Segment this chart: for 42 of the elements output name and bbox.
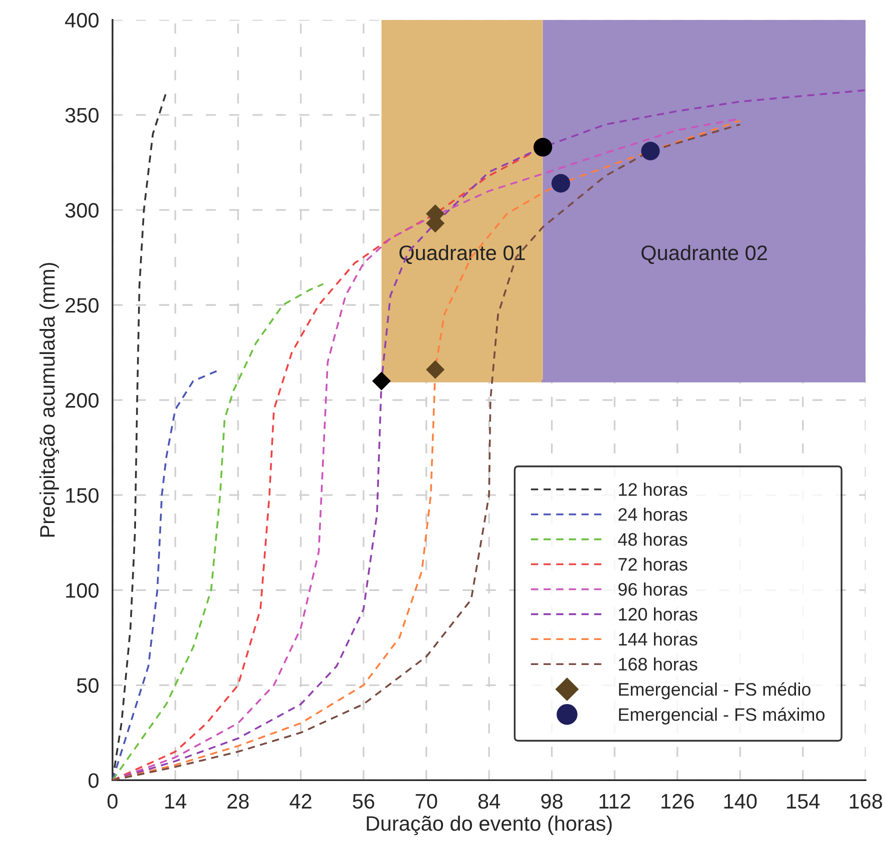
x-tick-label: 84	[478, 794, 500, 809]
legend-label: 120 horas	[618, 607, 698, 621]
point	[641, 142, 660, 160]
point	[426, 360, 445, 379]
legend-label: 72 horas	[618, 558, 688, 571]
legend-label: Emergencial - FS médio	[619, 682, 811, 700]
legend-label: 168 horas	[618, 657, 698, 671]
y-tick-label: 350	[65, 108, 99, 123]
x-tick-label: 56	[352, 794, 374, 809]
legend-label: 24 horas	[618, 508, 688, 521]
x-tick-label: 140	[724, 794, 757, 809]
x-tick-label: 168	[850, 794, 882, 809]
annotation: Quadrante 02	[642, 244, 767, 264]
x-tick-label: 42	[290, 794, 312, 808]
x-axis-title: Duração do evento (horas)	[366, 816, 612, 836]
legend-label: 144 horas	[618, 632, 698, 646]
line-series	[112, 283, 324, 780]
x-tick-label: 0	[108, 794, 118, 809]
x-tick-label: 154	[787, 794, 820, 809]
y-axis-title: Precipitação acumulada (mm)	[40, 262, 60, 537]
legend-label: 96 horas	[618, 582, 688, 596]
x-tick-label: 112	[600, 794, 630, 808]
x-tick-label: 70	[416, 794, 438, 809]
legend-label: Emergencial - FS máximo	[619, 707, 825, 724]
x-tick-label: 126	[662, 794, 694, 809]
x-tick-label: 28	[228, 794, 249, 809]
x-tick-label: 98	[541, 794, 563, 809]
legend-label: 12 horas	[618, 482, 688, 496]
point	[534, 138, 552, 157]
y-tick-label: 200	[66, 393, 99, 408]
y-tick-label: 150	[66, 488, 99, 503]
x-tick-label: 14	[165, 794, 186, 808]
y-tick-label: 100	[66, 583, 99, 598]
y-tick-label: 50	[76, 678, 99, 693]
y-tick-label: 400	[65, 12, 99, 28]
y-tick-label: 0	[88, 773, 99, 788]
y-tick-label: 250	[66, 298, 99, 313]
annotation: Quadrante 01	[399, 244, 525, 264]
y-tick-label: 300	[65, 202, 99, 218]
point	[551, 174, 570, 193]
legend-label: 48 horas	[618, 532, 688, 546]
point	[372, 372, 391, 390]
